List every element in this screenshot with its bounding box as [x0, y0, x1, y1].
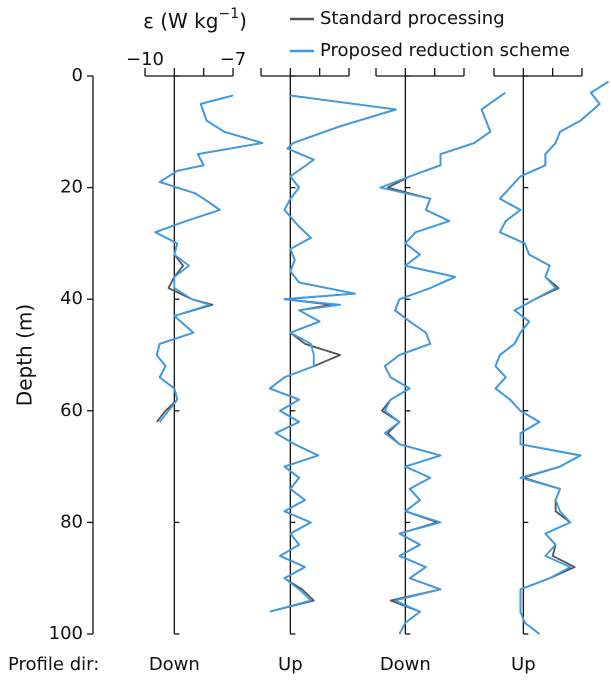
profile-direction: Down	[149, 654, 200, 675]
profile-direction: Down	[380, 654, 431, 675]
profile-line	[494, 80, 609, 635]
profile-line	[380, 92, 506, 635]
x-label-close: )	[239, 9, 247, 33]
profile-direction: Up	[511, 654, 536, 675]
y-tick-label: 40	[60, 288, 83, 309]
direction-label: Profile dir:	[8, 654, 99, 675]
legend-label: Standard processing	[320, 8, 505, 29]
legend-label: Proposed reduction scheme	[320, 40, 570, 61]
y-tick-label: 80	[60, 511, 83, 532]
y-tick-label: 60	[60, 400, 83, 421]
profile-direction: Up	[278, 654, 303, 675]
profile-line	[379, 92, 506, 635]
x-axis-label: ε (W kg−1)	[143, 6, 247, 33]
profile-line	[154, 94, 264, 423]
y-tick-label: 100	[49, 623, 83, 644]
profile-line	[494, 80, 609, 635]
y-tick-label: 0	[72, 65, 83, 86]
profile-line	[268, 94, 397, 613]
y-tick-label: 20	[60, 177, 83, 198]
profile-line	[268, 94, 397, 613]
x-label-text: ε (W kg	[143, 9, 218, 33]
x-tick-label: −7	[220, 49, 247, 70]
x-label-exponent: −1	[218, 6, 239, 22]
y-axis-label: Depth (m)	[13, 304, 37, 406]
profile-line	[154, 94, 264, 423]
x-tick-label: −10	[126, 49, 164, 70]
